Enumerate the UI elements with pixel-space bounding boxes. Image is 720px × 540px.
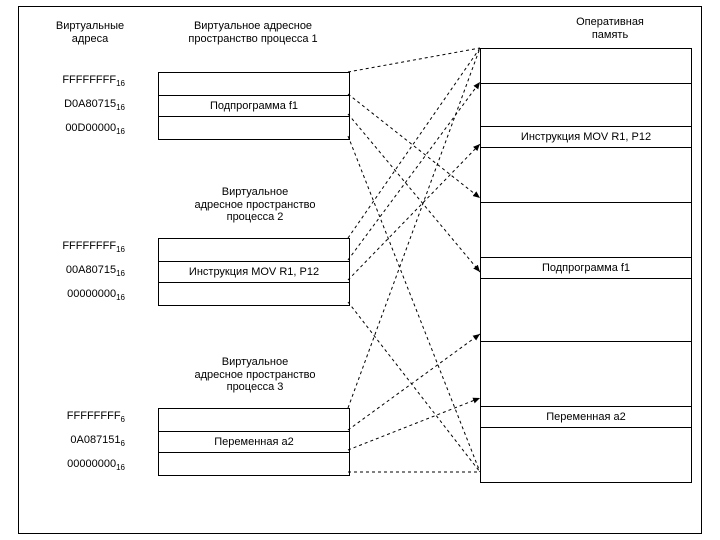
text: Виртуальноеадресное пространствопроцесса…: [194, 186, 315, 223]
table-row: Инструкция MOV R1, P12: [481, 126, 691, 147]
table-row: Переменная a2: [159, 431, 349, 452]
table-row: [159, 116, 349, 139]
table-row: [481, 427, 691, 482]
header-virtual-addresses: Виртуальныеадреса: [40, 20, 140, 45]
addr-p2-2: 0000000016: [30, 288, 125, 302]
table-row: [159, 452, 349, 475]
table-proc3: Переменная a2: [158, 408, 350, 476]
table-row: [481, 341, 691, 406]
text: Оперативнаяпамять: [576, 16, 644, 41]
table-row: Подпрограмма f1: [159, 95, 349, 116]
text: Виртуальныеадреса: [56, 20, 124, 45]
addr-p2-1: 00A8071516: [30, 264, 125, 278]
addr-p3-0: FFFFFFFF6: [30, 410, 125, 424]
addr-p2-0: FFFFFFFF16: [30, 240, 125, 254]
table-row: [159, 73, 349, 95]
table-row: [159, 282, 349, 305]
header-ram: Оперативнаяпамять: [540, 16, 680, 41]
table-row: [481, 147, 691, 202]
table-row: [481, 49, 691, 83]
table-row: Подпрограмма f1: [481, 257, 691, 278]
addr-p1-2: 00D0000016: [30, 122, 125, 136]
table-proc2: Инструкция MOV R1, P12: [158, 238, 350, 306]
table-row: [481, 202, 691, 257]
table-proc1: Подпрограмма f1: [158, 72, 350, 140]
title-proc3: Виртуальноеадресное пространствопроцесса…: [170, 356, 340, 394]
table-row: [481, 278, 691, 341]
table-ram: Инструкция MOV R1, P12 Подпрограмма f1 П…: [480, 48, 692, 483]
table-row: Инструкция MOV R1, P12: [159, 261, 349, 282]
addr-p1-0: FFFFFFFF16: [30, 74, 125, 88]
table-row: Переменная a2: [481, 406, 691, 427]
table-row: [159, 239, 349, 261]
addr-p1-1: D0A8071516: [30, 98, 125, 112]
title-proc2: Виртуальноеадресное пространствопроцесса…: [170, 186, 340, 224]
text: Виртуальное адресноепространство процесс…: [188, 20, 317, 45]
table-row: [159, 409, 349, 431]
text: Виртуальноеадресное пространствопроцесса…: [194, 356, 315, 393]
addr-p3-1: 0A0871516: [30, 434, 125, 448]
table-row: [481, 83, 691, 126]
header-vproc1: Виртуальное адресноепространство процесс…: [158, 20, 348, 45]
addr-p3-2: 0000000016: [30, 458, 125, 472]
